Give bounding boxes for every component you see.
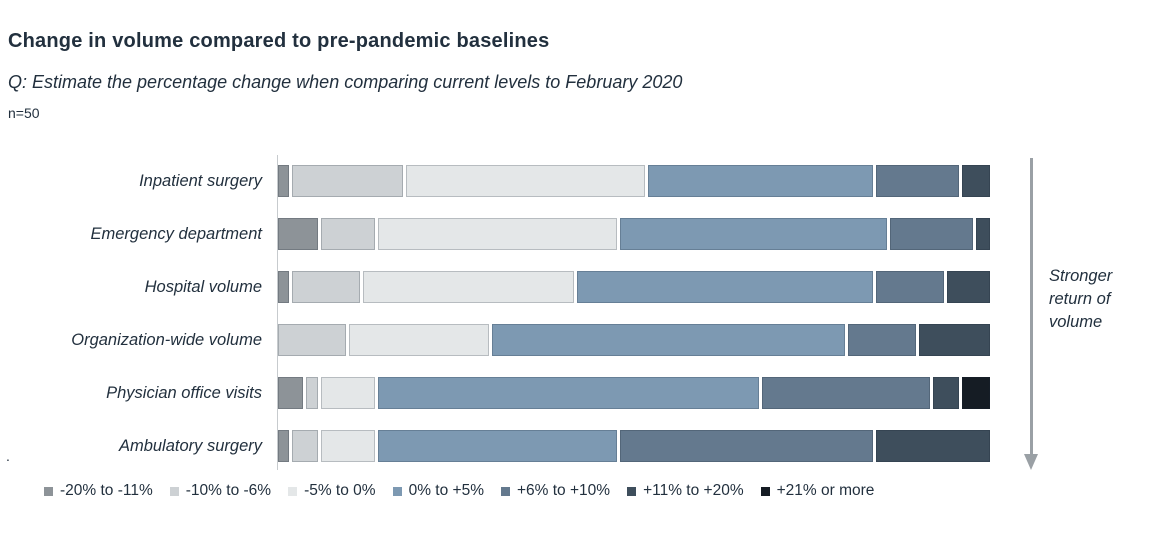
legend-swatch-icon [44, 486, 53, 496]
legend-item: -20% to -11% [44, 482, 153, 500]
bar-segment [890, 218, 976, 250]
chart-legend: -20% to -11% -10% to -6% -5% to 0% 0% to +5… [44, 482, 874, 500]
bar-segment [961, 377, 990, 409]
bar-segment [847, 324, 919, 356]
survey-question: Q: Estimate the percentage change when c… [8, 72, 683, 92]
page-title: Change in volume compared to pre-pandemi… [8, 30, 550, 52]
legend-item: +11% to +20% [627, 482, 744, 500]
down-arrow-head-icon [1024, 454, 1038, 470]
category-label: Organization-wide volume [71, 331, 262, 349]
bar-row [278, 377, 990, 409]
legend-swatch-icon [627, 486, 637, 496]
bar-segment [320, 218, 378, 250]
bar-segment [377, 377, 763, 409]
legend-label: +11% to +20% [643, 482, 744, 499]
bar-segment [961, 165, 990, 197]
bar-segment [918, 324, 990, 356]
down-arrow-line [1030, 158, 1033, 454]
category-label: Inpatient surgery [139, 172, 262, 190]
bar-segment [278, 377, 307, 409]
bar-segment [406, 165, 649, 197]
legend-swatch-icon [760, 486, 770, 496]
bar-segment [377, 430, 620, 462]
legend-swatch-icon [500, 486, 510, 496]
category-label: Hospital volume [144, 278, 262, 296]
bar-segment [762, 377, 934, 409]
bar-segment [306, 377, 321, 409]
legend-item: -5% to 0% [288, 482, 376, 500]
legend-item: +21% or more [760, 482, 875, 500]
bar-segment [292, 165, 407, 197]
legend-swatch-icon [169, 486, 179, 496]
bar-segment [619, 430, 877, 462]
bar-segment [292, 430, 321, 462]
bar-row [278, 324, 990, 356]
bar-row [278, 430, 990, 462]
bar-segment [377, 218, 620, 250]
bar-segment [876, 165, 962, 197]
bar-segment [648, 165, 877, 197]
bar-segment [947, 271, 990, 303]
legend-label: 0% to +5% [408, 482, 484, 499]
y-axis-line [277, 155, 278, 470]
legend-swatch-icon [392, 486, 402, 496]
footnote-dot: . [6, 448, 10, 464]
bar-segment [349, 324, 492, 356]
legend-item: 0% to +5% [392, 482, 484, 500]
bar-segment [975, 218, 990, 250]
bar-segment [491, 324, 848, 356]
legend-label: -20% to -11% [60, 482, 153, 499]
annotation-line: return of [1049, 290, 1111, 308]
annotation-line: volume [1049, 313, 1103, 331]
legend-label: +21% or more [776, 482, 875, 499]
annotation-line: Stronger [1049, 267, 1113, 285]
bar-segment [278, 271, 293, 303]
category-label: Emergency department [90, 225, 262, 243]
bar-segment [933, 377, 962, 409]
bar-segment [292, 271, 364, 303]
bar-segment [577, 271, 877, 303]
legend-label: +6% to +10% [516, 482, 611, 499]
bar-segment [320, 430, 378, 462]
legend-label: -10% to -6% [185, 482, 272, 499]
legend-swatch-icon [288, 486, 298, 496]
legend-item: +6% to +10% [500, 482, 611, 500]
stronger-return-annotation: Stronger return of volume [1049, 265, 1112, 334]
bar-segment [876, 271, 948, 303]
legend-label: -5% to 0% [304, 482, 376, 499]
bar-segment [278, 218, 321, 250]
bar-segment [320, 377, 378, 409]
category-label: Physician office visits [106, 384, 262, 402]
bar-row [278, 271, 990, 303]
bar-segment [278, 165, 293, 197]
sample-size: n=50 [8, 105, 40, 121]
bar-row [278, 165, 990, 197]
bar-segment [876, 430, 990, 462]
legend-item: -10% to -6% [169, 482, 272, 500]
bar-segment [363, 271, 578, 303]
bar-segment [278, 324, 350, 356]
bar-row [278, 218, 990, 250]
bar-segment [278, 430, 293, 462]
bar-segment [619, 218, 891, 250]
category-label: Ambulatory surgery [118, 437, 262, 455]
